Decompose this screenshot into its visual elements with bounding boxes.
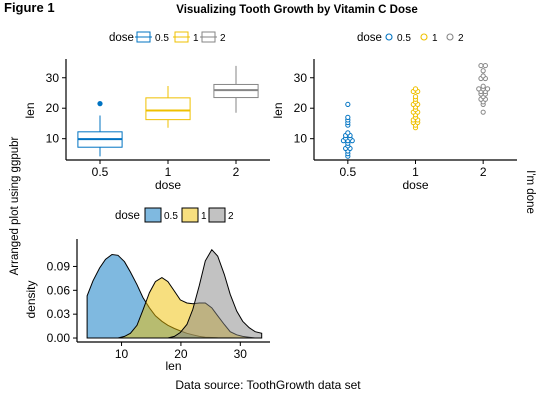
box-legend-label-2: 2 [220, 33, 226, 44]
dot-point-2 [478, 62, 484, 69]
box-x-tick-label: 1 [165, 165, 172, 179]
dot-legend-key-2 [446, 33, 454, 41]
dot-y-tick-label: 30 [294, 71, 308, 85]
box-y-tick-label: 30 [46, 71, 60, 85]
dot-point-2 [476, 86, 482, 92]
dot-legend-label-1: 1 [432, 33, 438, 44]
dot-y-tick-label: 20 [294, 101, 308, 115]
figure-label: Figure 1 [4, 0, 55, 15]
dot-point-2 [480, 73, 486, 79]
box-y-tick-label: 20 [46, 101, 60, 115]
dot-point-2 [480, 68, 486, 74]
dot-x-axis-title: dose [402, 178, 428, 192]
box-legend-label-0.5: 0.5 [155, 33, 169, 44]
dot-y-axis-title: len [271, 102, 285, 118]
dot-point-2 [480, 83, 486, 89]
density-y-tick-label: 0.00 [47, 331, 71, 345]
dot-point-2 [480, 109, 486, 115]
density-x-tick-label: 10 [115, 347, 129, 361]
dot-legend-label-0.5: 0.5 [397, 33, 411, 44]
dot-x-tick-label: 1 [412, 165, 419, 179]
dot-legend-label-2: 2 [458, 33, 464, 44]
dot-x-tick-label: 2 [480, 165, 487, 179]
dot-x-tick-label: 0.5 [339, 165, 356, 179]
density-legend-label-1: 1 [201, 211, 207, 222]
dot-legend-title: dose [357, 32, 382, 44]
dot-point-1 [412, 94, 419, 100]
density-legend-key-1 [181, 207, 199, 223]
box-legend-label-1: 1 [193, 33, 199, 44]
dot-point-0.5 [345, 101, 351, 108]
dot-point-0.5 [345, 114, 351, 120]
left-side-label: Arranged plot using ggpubr [9, 136, 21, 275]
dot-point-0.5 [345, 130, 351, 136]
density-x-tick-label: 20 [174, 347, 188, 361]
box-x-axis-title: dose [155, 178, 181, 192]
density-y-tick-label: 0.03 [47, 307, 71, 321]
dot-legend-key-1 [420, 33, 428, 41]
dot-y-tick-label: 10 [294, 132, 308, 146]
box-x-tick-label: 2 [233, 165, 240, 179]
dot-plot-panel: dose 0.5 1 2 10 20 30 0.5 1 2 dose len [271, 32, 517, 192]
density-legend-key-2 [208, 207, 226, 223]
density-y-tick-label: 0.09 [47, 259, 71, 273]
box-y-tick-label: 10 [46, 132, 60, 146]
caption-label: Data source: ToothGrowth data set [175, 378, 361, 392]
density-legend-key-0.5 [144, 207, 162, 223]
right-side-label: I'm done [524, 170, 536, 214]
figure-title: Visualizing Tooth Growth by Vitamin C Do… [176, 4, 418, 16]
box-x-tick-label: 0.5 [92, 165, 109, 179]
dot-point-2 [482, 62, 488, 69]
density-plot-panel: dose 0.5 1 2 0.00 0.03 0.06 0.09 10 20 30 len densit… [24, 207, 270, 373]
density-x-tick-label: 30 [234, 347, 248, 361]
dot-point-1 [412, 86, 419, 92]
dot-legend-key-0.5 [385, 33, 393, 41]
density-legend-label-2: 2 [228, 211, 234, 222]
density-y-axis-title: density [24, 280, 38, 318]
density-y-tick-label: 0.06 [47, 283, 71, 297]
box-y-axis-title: len [23, 102, 37, 118]
box-plot-panel: dose 0.5 1 2 10 20 30 0.5 1 2 dose len [23, 31, 270, 192]
density-area-2 [87, 248, 263, 339]
box-outlier-0.5 [97, 101, 103, 107]
density-legend-label-0.5: 0.5 [164, 211, 178, 222]
dot-point-2 [484, 86, 491, 92]
box-body-1 [145, 97, 191, 121]
density-legend-title: dose [115, 210, 140, 222]
density-x-axis-title: len [165, 359, 181, 373]
box-legend-title: dose [109, 32, 134, 44]
